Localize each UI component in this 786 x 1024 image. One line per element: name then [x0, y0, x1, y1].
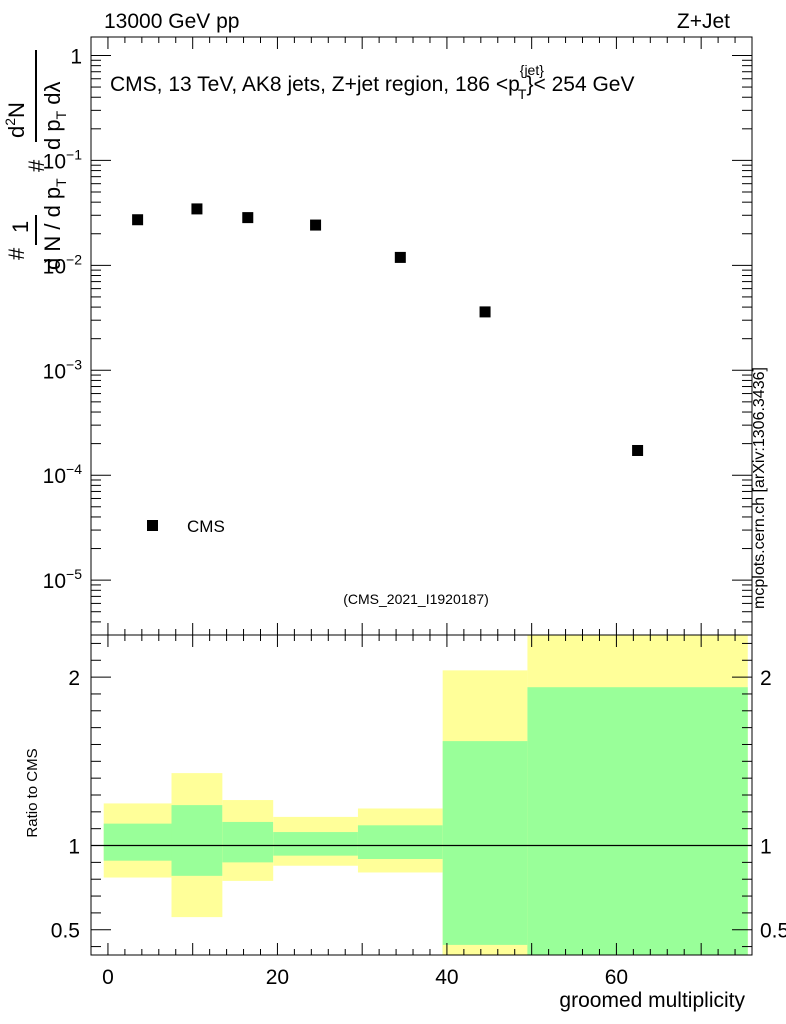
header-process-label: Z+Jet [677, 10, 730, 33]
y-label-hash-1: # [4, 247, 29, 260]
data-point [632, 444, 644, 456]
main-panel: 1 10−1 10−2 10−3 10−4 10−5 CMS, 13 TeV, AK8 j… [2, 36, 753, 636]
y-label-d2n: d2N [2, 102, 29, 138]
data-point [132, 214, 144, 226]
main-plot-frame [90, 36, 753, 636]
legend-label-cms: CMS [187, 517, 225, 536]
ratio-bands [103, 635, 748, 955]
ratio-y-tick-label-right: 2 [760, 667, 772, 690]
main-y-tick-label: 10−1 [43, 146, 83, 173]
y-label-dpt-dlambda: d pT dλ [40, 81, 69, 150]
y-label-dn-dpt: d N / d pT [40, 178, 69, 270]
sidebar-source-label: mcplots.cern.ch [arXiv:1306.3436] [751, 367, 768, 609]
data-point [310, 219, 322, 231]
main-y-tick-label: 10−2 [43, 251, 83, 278]
y-label-hash-2: # [24, 159, 49, 172]
ratio-y-ticks: 0.5 0.5 1 1 2 2 [51, 642, 786, 948]
main-title-text: CMS, 13 TeV, AK8 jets, Z+jet region, 186… [110, 62, 634, 102]
ratio-panel: 0 20 40 60 0.5 0.5 1 1 2 2 Ratio to CMS groomed … [24, 634, 786, 1012]
ratio-band-inner [357, 825, 443, 859]
main-x-ticks [107, 37, 736, 635]
ratio-y-tick-label-right: 0.5 [760, 920, 786, 943]
ratio-band-outer-lower [442, 944, 528, 955]
main-title: CMS, 13 TeV, AK8 jets, Z+jet region, 186… [110, 62, 634, 102]
ratio-y-tick-label-left: 0.5 [51, 920, 80, 943]
main-y-ticks: 1 10−1 10−2 10−3 10−4 10−5 [43, 45, 752, 636]
data-point [479, 306, 491, 318]
main-y-tick-label: 1 [70, 45, 82, 68]
y-label-one: 1 [8, 221, 33, 233]
x-axis-label: groomed multiplicity [559, 989, 745, 1012]
main-y-tick-label: 10−4 [43, 461, 83, 488]
ratio-band-inner [442, 741, 528, 955]
main-y-tick-label: 10−5 [43, 566, 83, 593]
ratio-band-inner [527, 687, 748, 955]
x-tick-label: 60 [605, 966, 628, 989]
ratio-y-axis-label: Ratio to CMS [24, 748, 41, 837]
x-tick-label: 40 [435, 966, 458, 989]
ratio-band-inner [171, 805, 223, 876]
x-tick-label: 20 [266, 966, 289, 989]
data-point [242, 212, 254, 224]
legend: CMS [147, 517, 225, 536]
ratio-band-inner [273, 832, 358, 856]
analysis-tag: (CMS_2021_I1920187) [343, 591, 489, 607]
ratio-y-tick-label-right: 1 [760, 836, 772, 859]
ratio-x-ticks: 0 20 40 60 [102, 635, 736, 989]
main-data-points [132, 203, 644, 456]
legend-marker-cms [147, 520, 158, 531]
ratio-band-inner [103, 823, 172, 861]
header-collision-label: 13000 GeV pp [104, 10, 239, 33]
data-point [394, 251, 406, 263]
main-y-tick-label: 10−3 [43, 356, 83, 383]
data-point [191, 203, 203, 215]
x-tick-label: 0 [102, 966, 114, 989]
ratio-y-tick-label-left: 2 [68, 667, 80, 690]
ratio-y-tick-label-left: 1 [68, 836, 80, 859]
ratio-band-inner [222, 821, 274, 863]
